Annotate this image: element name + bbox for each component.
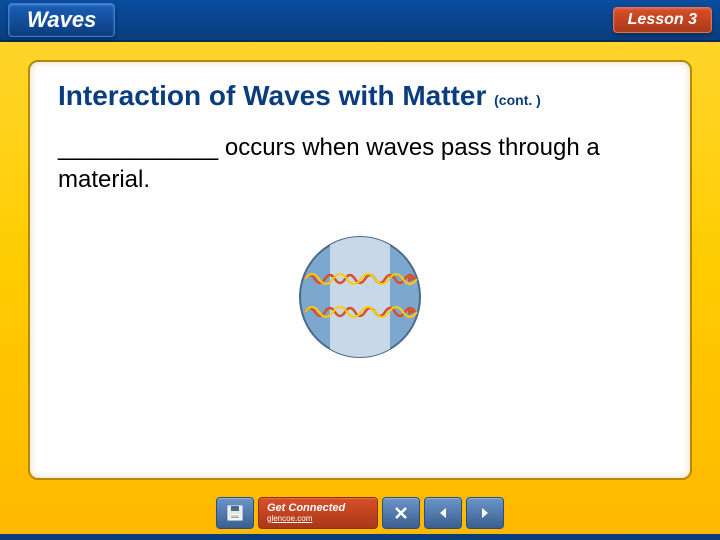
connect-label: Get Connected	[267, 503, 345, 514]
next-button[interactable]	[466, 497, 504, 529]
title-text: Waves	[27, 7, 96, 32]
lesson-text: Lesson 3	[628, 11, 697, 28]
close-button[interactable]	[382, 497, 420, 529]
get-connected-button[interactable]: Get Connected glencoe.com	[258, 497, 378, 529]
nav-bar: Get Connected glencoe.com	[0, 492, 720, 534]
close-icon	[394, 506, 408, 520]
blank: ____________	[58, 134, 218, 161]
wave-circle-svg	[290, 227, 430, 367]
disk-icon	[226, 504, 244, 522]
slide-frame: Waves Lesson 3 Interaction of Waves with…	[0, 0, 720, 540]
save-button[interactable]	[216, 497, 254, 529]
panel-heading: Interaction of Waves with Matter (cont. …	[58, 80, 662, 112]
connect-url: glencoe.com	[267, 514, 312, 524]
chevron-right-icon	[478, 506, 492, 520]
chevron-left-icon	[436, 506, 450, 520]
title-plate: Waves	[8, 3, 115, 37]
wave-illustration	[58, 227, 662, 367]
heading-cont: (cont. )	[494, 92, 541, 108]
footer-bar	[0, 534, 720, 540]
content-panel: Interaction of Waves with Matter (cont. …	[28, 60, 692, 480]
body-text: ____________ occurs when waves pass thro…	[58, 132, 662, 197]
header-bar: Waves Lesson 3	[0, 0, 720, 42]
heading-text: Interaction of Waves with Matter	[58, 80, 486, 111]
prev-button[interactable]	[424, 497, 462, 529]
lesson-plate: Lesson 3	[613, 7, 712, 33]
